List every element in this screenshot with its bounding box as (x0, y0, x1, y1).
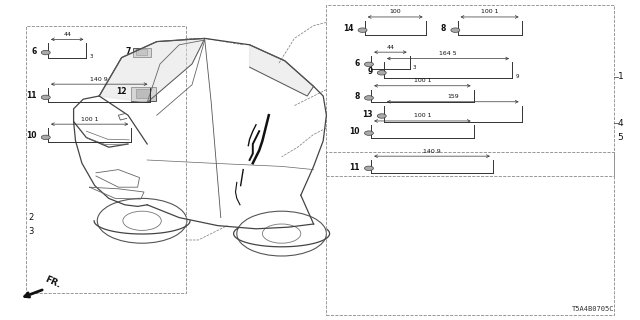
Text: 100 1: 100 1 (413, 78, 431, 83)
Text: 164 5: 164 5 (439, 51, 457, 56)
Circle shape (365, 62, 374, 67)
Text: 44: 44 (387, 44, 394, 50)
Text: 11: 11 (349, 163, 360, 172)
Text: 100 1: 100 1 (481, 9, 499, 14)
Text: FR.: FR. (43, 275, 61, 290)
Circle shape (365, 166, 374, 171)
Circle shape (41, 135, 50, 140)
Text: 4: 4 (618, 119, 623, 128)
Circle shape (41, 95, 50, 100)
Bar (26, 26, 186, 293)
Text: 10: 10 (26, 132, 36, 140)
Text: 140 9: 140 9 (90, 76, 108, 82)
Bar (136, 49, 147, 55)
Text: 13: 13 (362, 110, 372, 119)
Circle shape (378, 114, 387, 118)
Circle shape (365, 131, 374, 135)
Bar (326, 5, 614, 176)
Text: 11: 11 (26, 92, 36, 100)
Text: 9: 9 (367, 67, 372, 76)
Bar (326, 152, 614, 315)
Text: T5A4B0705C: T5A4B0705C (572, 306, 614, 312)
Text: 1: 1 (618, 72, 623, 81)
Text: 8: 8 (441, 24, 446, 33)
Text: 3: 3 (28, 228, 33, 236)
Text: 5: 5 (618, 133, 623, 142)
Text: 7: 7 (126, 47, 131, 56)
Text: 44: 44 (63, 32, 71, 37)
Bar (133, 48, 151, 57)
Text: 6: 6 (355, 59, 360, 68)
Circle shape (378, 71, 387, 75)
Text: 159: 159 (447, 94, 459, 99)
Text: 12: 12 (116, 87, 127, 96)
Text: 140 9: 140 9 (423, 148, 441, 154)
Circle shape (365, 96, 374, 100)
Text: 8: 8 (355, 92, 360, 101)
Text: 6: 6 (31, 47, 36, 56)
Bar (136, 89, 150, 98)
Polygon shape (250, 45, 314, 96)
Text: 100: 100 (389, 9, 401, 14)
Text: 14: 14 (343, 24, 353, 33)
Text: 10: 10 (349, 127, 360, 136)
Circle shape (451, 28, 460, 32)
Bar (131, 87, 156, 101)
Text: 3: 3 (90, 54, 93, 59)
Polygon shape (99, 38, 205, 102)
Text: 3: 3 (413, 65, 416, 70)
Text: 100 1: 100 1 (413, 113, 431, 118)
Text: 2: 2 (28, 213, 33, 222)
Text: 9: 9 (515, 74, 518, 79)
Circle shape (358, 28, 367, 32)
Circle shape (41, 50, 50, 55)
Text: 100 1: 100 1 (81, 116, 99, 122)
